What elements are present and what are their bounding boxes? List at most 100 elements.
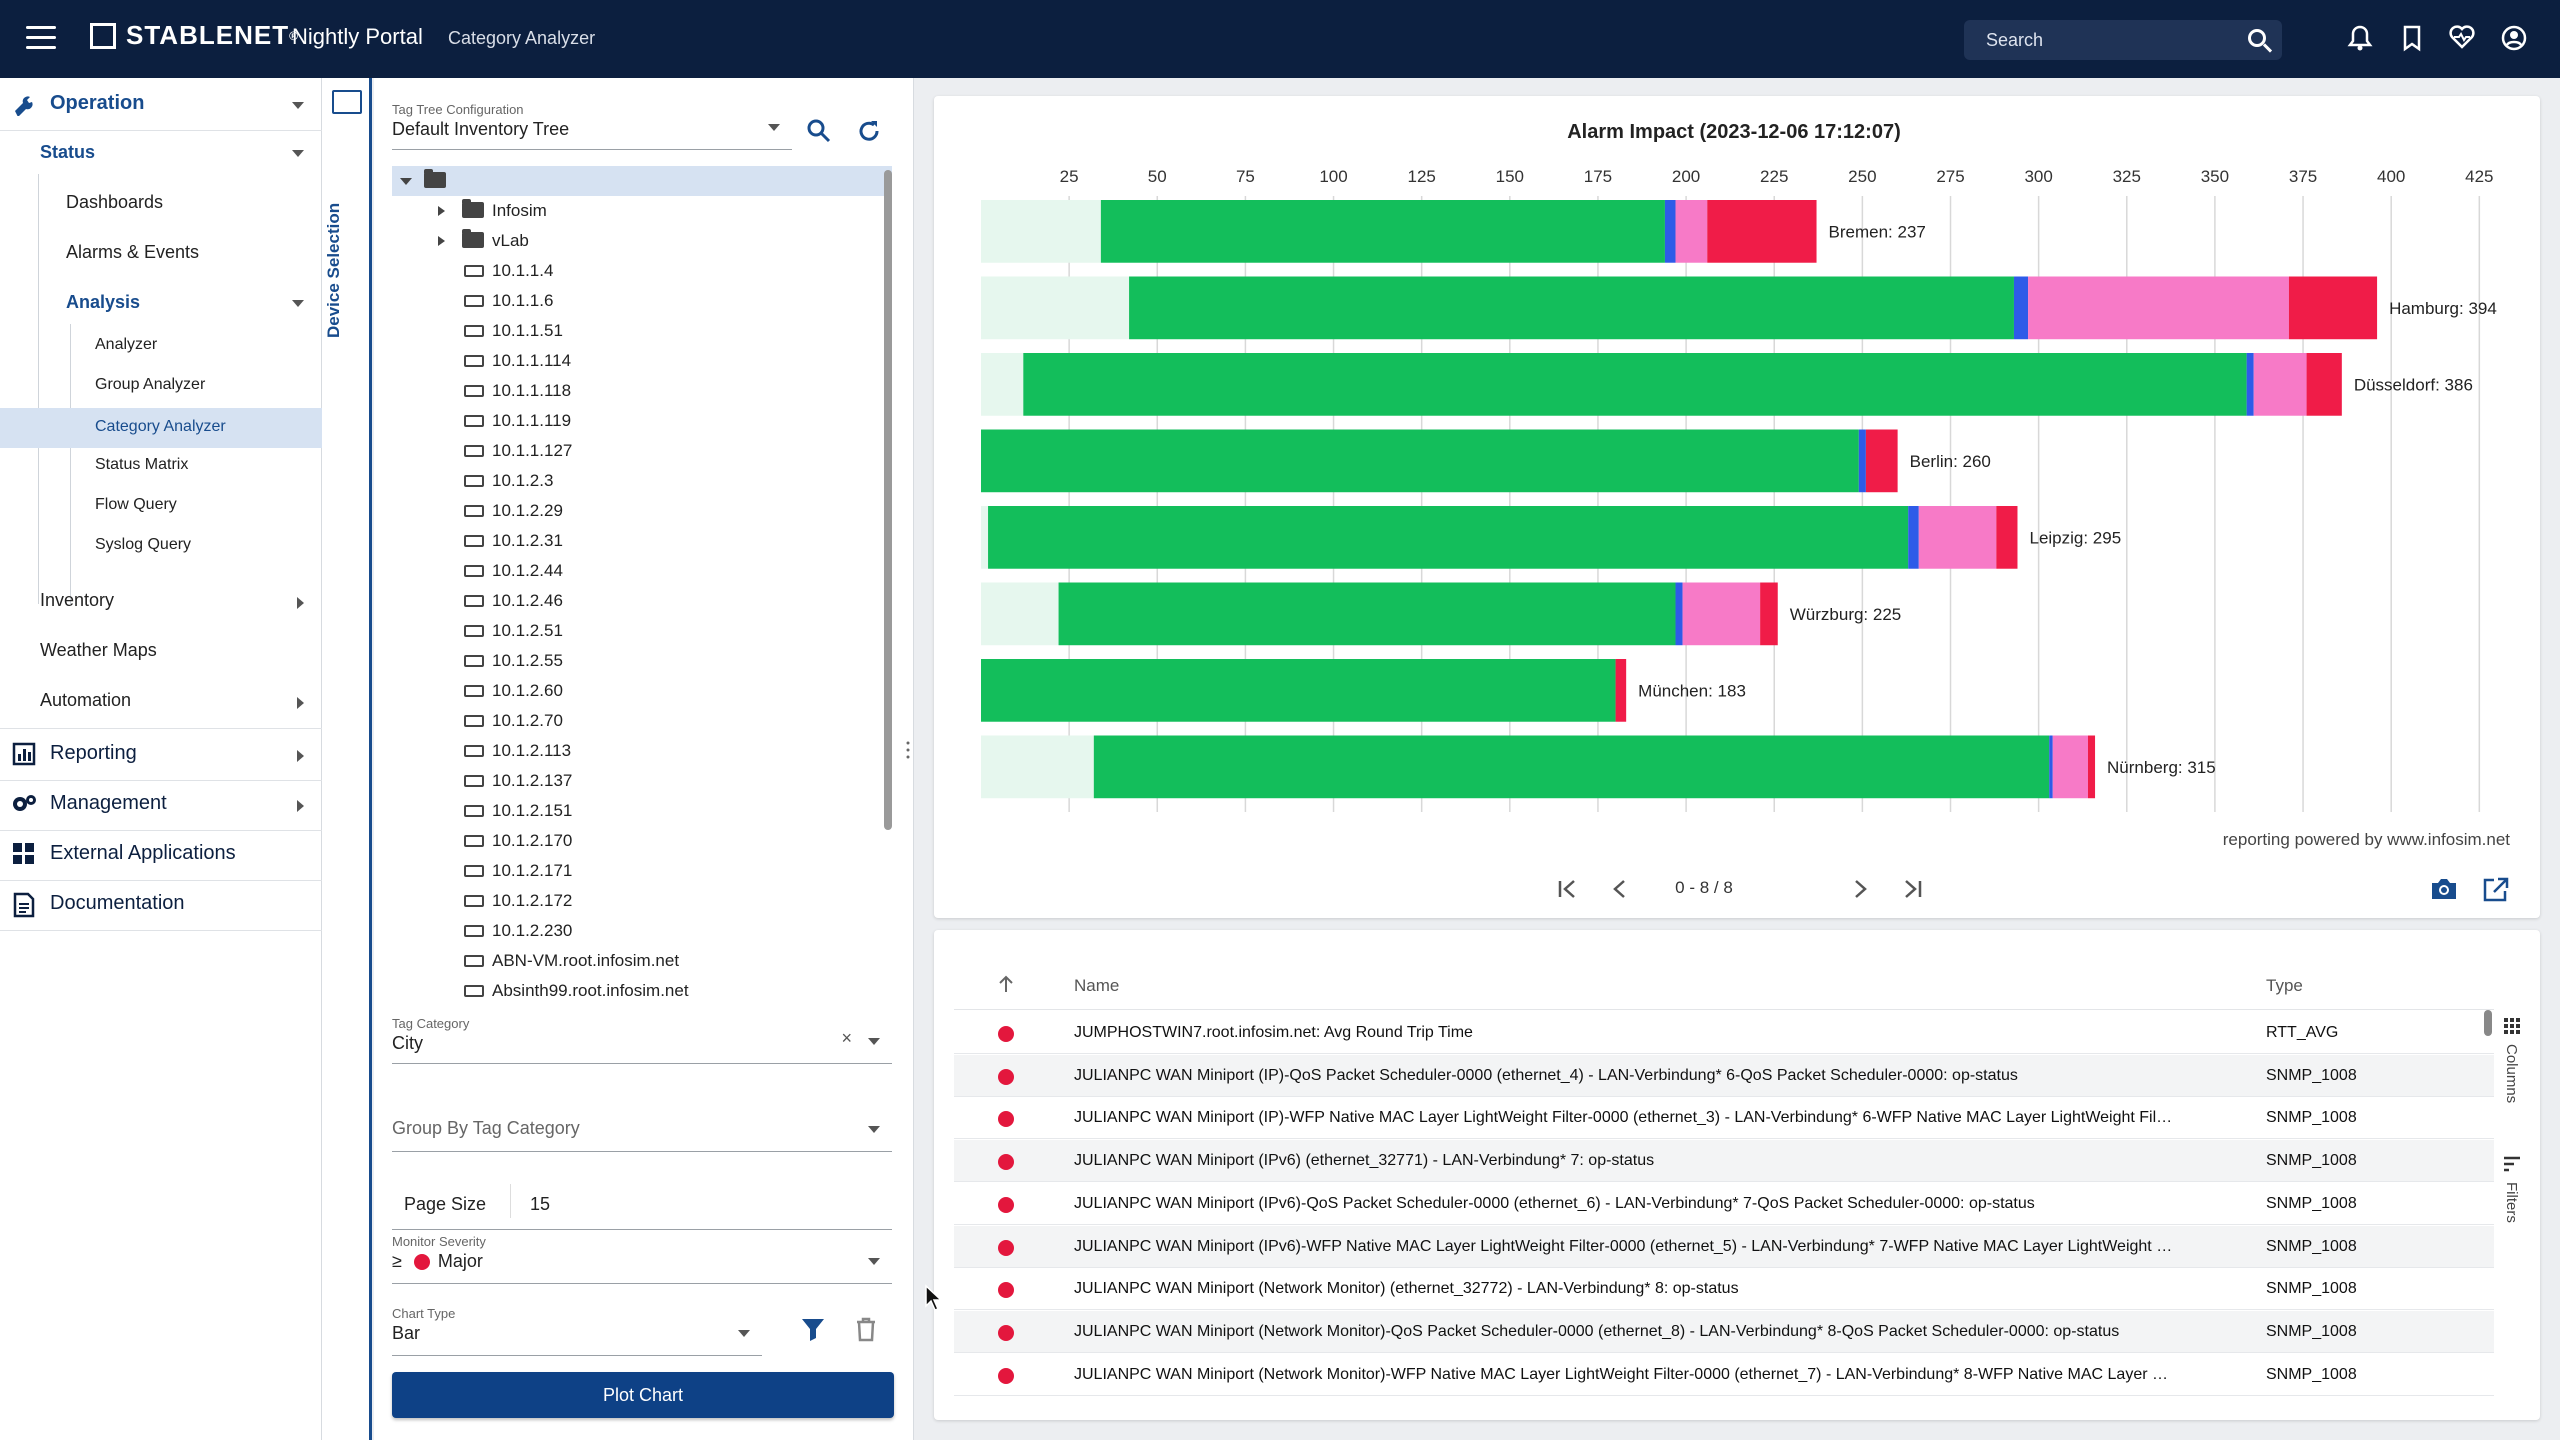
table-row[interactable]: JULIANPC WAN Miniport (Network Monitor)-…: [954, 1310, 2494, 1353]
filters-side-tab[interactable]: Filters: [2500, 1154, 2526, 1274]
nav-management[interactable]: Management: [0, 792, 322, 820]
bar-segment[interactable]: [2028, 276, 2289, 340]
tag-tree-config-select[interactable]: Tag Tree Configuration Default Inventory…: [392, 102, 792, 150]
filter-icon[interactable]: [800, 1316, 826, 1342]
page-size-field[interactable]: Page Size 15: [392, 1172, 892, 1230]
nav-analysis[interactable]: Analysis: [0, 292, 322, 320]
expand-icon[interactable]: [438, 236, 445, 246]
column-header-type[interactable]: Type: [2266, 976, 2303, 995]
bar-segment[interactable]: [2246, 353, 2254, 416]
camera-snapshot-icon[interactable]: [2430, 876, 2458, 902]
tree-device-node[interactable]: 10.1.1.127: [392, 436, 892, 466]
tree-device-node[interactable]: 10.1.2.113: [392, 736, 892, 766]
brand-logo[interactable]: STABLENET ®: [90, 20, 299, 51]
bar-segment[interactable]: [1858, 429, 1866, 493]
tree-device-node[interactable]: 10.1.1.6: [392, 286, 892, 316]
bar-segment[interactable]: [1865, 429, 1898, 493]
bar-segment[interactable]: [1996, 506, 2018, 569]
tree-device-node[interactable]: 10.1.2.3: [392, 466, 892, 496]
tree-device-node[interactable]: 10.1.2.151: [392, 796, 892, 826]
bar-segment[interactable]: [2288, 276, 2378, 340]
bar-segment[interactable]: [2253, 353, 2307, 416]
tree-device-node[interactable]: 10.1.1.118: [392, 376, 892, 406]
tree-root-node[interactable]: [392, 166, 892, 196]
bar-segment[interactable]: [1675, 582, 1683, 646]
refresh-icon[interactable]: [856, 118, 882, 144]
nav-status[interactable]: Status: [0, 142, 322, 170]
tree-device-node[interactable]: 10.1.2.170: [392, 826, 892, 856]
bar-segment[interactable]: [981, 659, 1616, 722]
tag-category-select[interactable]: Tag Category City ×: [392, 1016, 892, 1064]
table-row[interactable]: JULIANPC WAN Miniport (IPv6)-QoS Packet …: [954, 1183, 2494, 1225]
tree-device-node[interactable]: 10.1.2.31: [392, 526, 892, 556]
bar-segment[interactable]: [981, 200, 1101, 263]
nav-group-analyzer[interactable]: Group Analyzer: [95, 376, 206, 393]
tree-scrollbar[interactable]: [884, 170, 892, 830]
bar-segment[interactable]: [2052, 735, 2088, 799]
column-header-name[interactable]: Name: [1074, 976, 1120, 995]
tree-device-node[interactable]: 10.1.1.4: [392, 256, 892, 286]
tree-device-node[interactable]: 10.1.2.171: [392, 856, 892, 886]
nav-category-analyzer[interactable]: Category Analyzer: [0, 408, 322, 448]
tree-device-node[interactable]: 10.1.2.137: [392, 766, 892, 796]
bar-segment[interactable]: [1023, 353, 2247, 416]
bar-segment[interactable]: [2306, 353, 2342, 416]
bar-segment[interactable]: [1129, 276, 2014, 340]
nav-dashboards[interactable]: Dashboards: [66, 192, 164, 212]
plot-chart-button[interactable]: Plot Chart: [392, 1372, 894, 1418]
previous-page-icon[interactable]: [1608, 878, 1632, 900]
bell-icon[interactable]: [2346, 24, 2374, 52]
table-row[interactable]: JULIANPC WAN Miniport (IPv6) (ethernet_3…: [954, 1140, 2494, 1183]
bar-segment[interactable]: [981, 353, 1024, 416]
device-selection-tab[interactable]: Device Selection: [322, 78, 372, 1440]
search-icon[interactable]: [2248, 29, 2266, 47]
tree-folder-node[interactable]: Infosim: [392, 196, 892, 226]
bar-segment[interactable]: [1682, 582, 1761, 646]
tree-device-node[interactable]: 10.1.2.172: [392, 886, 892, 916]
tree-device-node[interactable]: 10.1.1.114: [392, 346, 892, 376]
health-heart-icon[interactable]: [2448, 24, 2476, 52]
bar-segment[interactable]: [1664, 200, 1676, 263]
last-page-icon[interactable]: [1900, 878, 1924, 900]
nav-documentation[interactable]: Documentation: [50, 892, 185, 914]
table-row[interactable]: JULIANPC WAN Miniport (Network Monitor) …: [954, 1268, 2494, 1311]
nav-status-matrix[interactable]: Status Matrix: [95, 456, 189, 473]
nav-reporting[interactable]: Reporting: [0, 742, 322, 770]
chart-type-select[interactable]: Chart Type Bar: [392, 1306, 762, 1356]
first-page-icon[interactable]: [1556, 878, 1580, 900]
table-row[interactable]: JUMPHOSTWIN7.root.infosim.net: Avg Round…: [954, 1012, 2494, 1054]
tree-device-node[interactable]: 10.1.2.55: [392, 646, 892, 676]
bar-segment[interactable]: [1918, 506, 1997, 569]
sort-arrow-up-icon[interactable]: [998, 974, 1014, 994]
bar-segment[interactable]: [1058, 582, 1676, 646]
nav-syslog-query[interactable]: Syslog Query: [95, 536, 192, 553]
bar-segment[interactable]: [1093, 735, 2050, 799]
tree-device-node[interactable]: 10.1.2.60: [392, 676, 892, 706]
panel-resize-handle[interactable]: [906, 740, 910, 760]
nav-external-applications[interactable]: External Applications: [50, 842, 236, 864]
bar-segment[interactable]: [1908, 506, 1919, 569]
tree-device-node[interactable]: 10.1.1.51: [392, 316, 892, 346]
columns-side-tab[interactable]: Columns: [2500, 1016, 2526, 1166]
search-icon[interactable]: [806, 118, 832, 144]
bar-segment[interactable]: [988, 506, 1909, 569]
tree-device-node[interactable]: ABN-VM.root.infosim.net: [392, 946, 892, 976]
bar-segment[interactable]: [981, 506, 989, 569]
tree-device-node[interactable]: 10.1.1.119: [392, 406, 892, 436]
expand-collapse-icon[interactable]: [400, 178, 412, 185]
tree-device-node[interactable]: 10.1.2.46: [392, 586, 892, 616]
bar-segment[interactable]: [1760, 582, 1778, 646]
open-external-icon[interactable]: [2482, 876, 2510, 902]
expand-icon[interactable]: [438, 206, 445, 216]
bar-segment[interactable]: [1675, 200, 1708, 263]
bar-segment[interactable]: [1615, 659, 1627, 722]
tree-device-node[interactable]: 10.1.2.29: [392, 496, 892, 526]
table-row[interactable]: JULIANPC WAN Miniport (IPv6)-WFP Native …: [954, 1225, 2494, 1268]
nav-inventory[interactable]: Inventory: [0, 590, 322, 618]
user-account-icon[interactable]: [2500, 24, 2528, 52]
table-row[interactable]: JULIANPC WAN Miniport (Network Monitor)-…: [954, 1354, 2494, 1396]
menu-icon[interactable]: [26, 26, 56, 50]
tree-device-node[interactable]: 10.1.2.51: [392, 616, 892, 646]
tree-device-node[interactable]: Absinth99.root.infosim.net: [392, 976, 892, 1006]
bar-segment[interactable]: [981, 276, 1130, 340]
